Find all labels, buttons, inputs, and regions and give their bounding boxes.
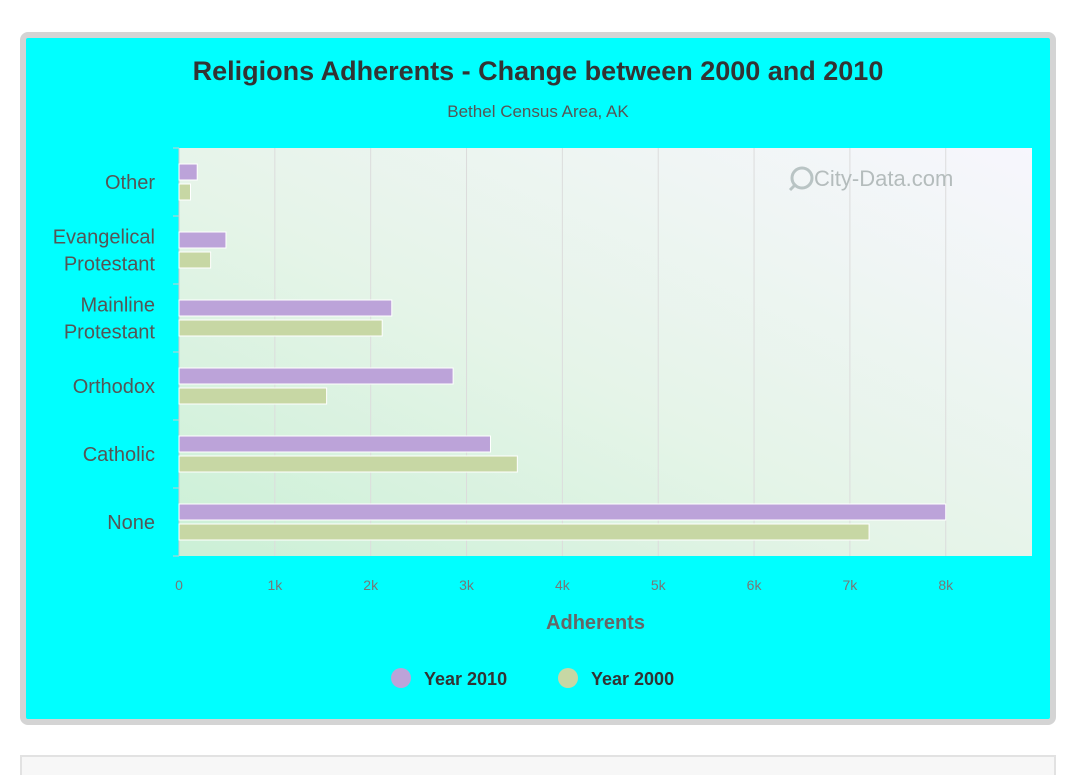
bar-year-2000[interactable] bbox=[178, 387, 328, 405]
legend-swatch-year-2000 bbox=[558, 668, 578, 688]
y-category-label: None bbox=[107, 512, 155, 534]
watermark: City-Data.com bbox=[788, 166, 953, 192]
legend-label-year-2000: Year 2000 bbox=[591, 669, 674, 689]
y-category-label: Other bbox=[105, 172, 155, 194]
watermark-magnifier-icon bbox=[790, 166, 814, 190]
y-category-label: Orthodox bbox=[73, 376, 155, 398]
bar-year-2010[interactable] bbox=[178, 503, 947, 521]
bar-year-2000[interactable] bbox=[178, 319, 383, 337]
y-category-label: Catholic bbox=[83, 444, 155, 466]
lower-panel bbox=[20, 755, 1056, 775]
x-tick-label: 7k bbox=[843, 577, 859, 593]
bar-year-2000[interactable] bbox=[178, 523, 870, 541]
x-tick-label: 1k bbox=[267, 577, 283, 593]
bar-chart: 0 1k 2k 3k 4k 5k 6k 7k 8k Other Evangelical Protest… bbox=[53, 147, 1032, 689]
labels: 0 1k 2k 3k 4k 5k 6k 7k 8k Other Evangelical Protest… bbox=[53, 172, 954, 593]
bar-year-2010[interactable] bbox=[178, 435, 491, 453]
x-tick-label: 5k bbox=[651, 577, 667, 593]
bar-year-2010[interactable] bbox=[178, 367, 454, 385]
bar-year-2000[interactable] bbox=[178, 251, 212, 269]
gridlines bbox=[274, 148, 947, 556]
x-tick-label: 4k bbox=[555, 577, 571, 593]
bar-year-2010[interactable] bbox=[178, 231, 227, 249]
bar-year-2000[interactable] bbox=[178, 455, 518, 473]
chart-subtitle: Bethel Census Area, AK bbox=[447, 102, 629, 121]
y-category-label: Evangelical Protestant bbox=[53, 227, 156, 276]
bar-year-2010[interactable] bbox=[178, 163, 198, 181]
chart-title: Religions Adherents - Change between 200… bbox=[192, 56, 884, 86]
x-tick-label: 6k bbox=[747, 577, 763, 593]
x-tick-label: 2k bbox=[363, 577, 379, 593]
y-category-label: Mainline Protestant bbox=[64, 295, 156, 344]
bar-year-2010[interactable] bbox=[178, 299, 393, 317]
axes bbox=[173, 147, 180, 557]
legend-item-year-2000[interactable]: Year 2000 bbox=[558, 668, 674, 689]
chart-frame: Religions Adherents - Change between 200… bbox=[20, 32, 1056, 725]
x-tick-label: 3k bbox=[459, 577, 475, 593]
bar-year-2000[interactable] bbox=[178, 183, 192, 201]
x-tick-label: 0 bbox=[175, 577, 183, 593]
plot-area bbox=[179, 148, 1032, 556]
x-axis-title: Adherents bbox=[546, 612, 645, 634]
legend-item-year-2010[interactable]: Year 2010 bbox=[391, 668, 507, 689]
watermark-handle-icon bbox=[788, 182, 798, 192]
watermark-text: City-Data.com bbox=[814, 166, 953, 191]
legend-swatch-year-2010 bbox=[391, 668, 411, 688]
legend-label-year-2010: Year 2010 bbox=[424, 669, 507, 689]
bars bbox=[178, 163, 947, 541]
legend: Year 2010 Year 2000 bbox=[391, 668, 674, 689]
x-tick-label: 8k bbox=[938, 577, 954, 593]
